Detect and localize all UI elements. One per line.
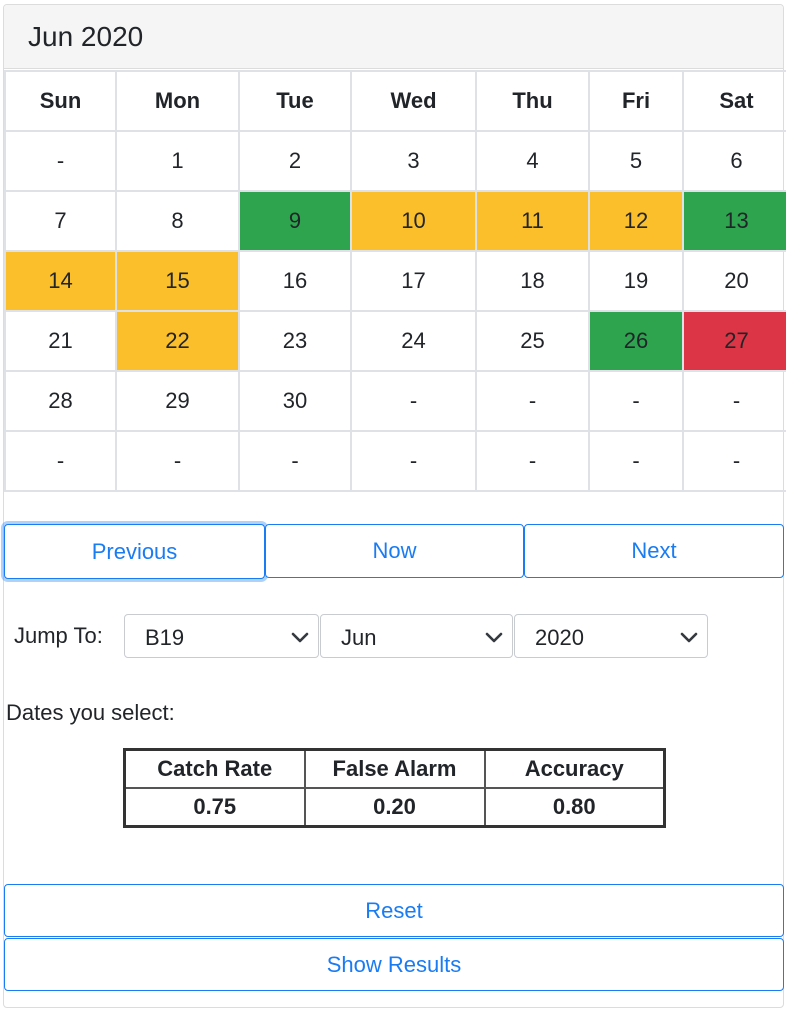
- calendar-day-16[interactable]: 16: [238, 250, 352, 312]
- calendar-day-19[interactable]: 19: [588, 250, 684, 312]
- calendar-day-13[interactable]: 13: [682, 190, 786, 252]
- calendar-day-2[interactable]: 2: [238, 130, 352, 192]
- weekday-mon: Mon: [115, 70, 240, 132]
- calendar-empty-cell: -: [4, 130, 117, 192]
- id-select-value: B19: [145, 625, 185, 650]
- calendar-day-15[interactable]: 15: [115, 250, 240, 312]
- calendar-empty-cell: -: [475, 370, 590, 432]
- calendar-day-8[interactable]: 8: [115, 190, 240, 252]
- calendar-empty-cell: -: [682, 370, 786, 432]
- weekday-fri: Fri: [588, 70, 684, 132]
- calendar-empty-cell: -: [115, 430, 240, 492]
- calendar-week-row: -------: [4, 430, 786, 492]
- accuracy-value: 0.80: [483, 787, 666, 828]
- calendar-day-7[interactable]: 7: [4, 190, 117, 252]
- weekday-sat: Sat: [682, 70, 786, 132]
- calendar-day-5[interactable]: 5: [588, 130, 684, 192]
- calendar-day-30[interactable]: 30: [238, 370, 352, 432]
- year-select[interactable]: 2020: [514, 614, 708, 658]
- calendar-empty-cell: -: [475, 430, 590, 492]
- calendar-day-27[interactable]: 27: [682, 310, 786, 372]
- jump-to-label: Jump To:: [14, 623, 103, 648]
- calendar-empty-cell: -: [682, 430, 786, 492]
- calendar-day-21[interactable]: 21: [4, 310, 117, 372]
- calendar-grid: Sun Mon Tue Wed Thu Fri Sat -1 2 3 4 5 6 7 8 9 10…: [4, 70, 786, 492]
- month-select[interactable]: Jun: [320, 614, 513, 658]
- previous-button[interactable]: Previous: [4, 524, 265, 579]
- calendar-week-row: 28 29 30- - - -: [4, 370, 786, 432]
- chevron-down-icon: [680, 632, 698, 643]
- weekday-sun: Sun: [4, 70, 117, 132]
- calendar-day-23[interactable]: 23: [238, 310, 352, 372]
- dates-select-label: Dates you select:: [6, 700, 175, 725]
- calendar-day-12[interactable]: 12: [588, 190, 684, 252]
- calendar-week-row: 14 15 16 17 18 19 20: [4, 250, 786, 312]
- metrics-header-row: Catch Rate False Alarm Accuracy: [123, 748, 666, 789]
- false-alarm-header: False Alarm: [303, 748, 486, 789]
- calendar-empty-cell: -: [588, 430, 684, 492]
- reset-button[interactable]: Reset: [4, 884, 784, 937]
- calendar-day-26[interactable]: 26: [588, 310, 684, 372]
- calendar-day-14[interactable]: 14: [4, 250, 117, 312]
- calendar-day-4[interactable]: 4: [475, 130, 590, 192]
- calendar-day-22[interactable]: 22: [115, 310, 240, 372]
- calendar-empty-cell: -: [238, 430, 352, 492]
- chevron-down-icon: [485, 632, 503, 643]
- calendar-day-9[interactable]: 9: [238, 190, 352, 252]
- weekday-tue: Tue: [238, 70, 352, 132]
- weekday-thu: Thu: [475, 70, 590, 132]
- id-select[interactable]: B19: [124, 614, 319, 658]
- catch-rate-value: 0.75: [123, 787, 306, 828]
- calendar-empty-cell: -: [350, 430, 477, 492]
- calendar-day-17[interactable]: 17: [350, 250, 477, 312]
- calendar-day-20[interactable]: 20: [682, 250, 786, 312]
- next-button[interactable]: Next: [524, 524, 784, 578]
- catch-rate-header: Catch Rate: [123, 748, 306, 789]
- calendar-week-row: 21 22 23 24 25 26 27: [4, 310, 786, 372]
- calendar-empty-cell: -: [588, 370, 684, 432]
- calendar-day-28[interactable]: 28: [4, 370, 117, 432]
- calendar-day-1[interactable]: 1: [115, 130, 240, 192]
- chevron-down-icon: [291, 632, 309, 643]
- metrics-value-row: 0.75 0.20 0.80: [123, 787, 666, 828]
- calendar-day-29[interactable]: 29: [115, 370, 240, 432]
- calendar-day-24[interactable]: 24: [350, 310, 477, 372]
- month-select-value: Jun: [341, 625, 377, 650]
- calendar-header: Jun 2020: [4, 5, 783, 69]
- calendar-empty-cell: -: [4, 430, 117, 492]
- show-results-button[interactable]: Show Results: [4, 938, 784, 991]
- month-title: Jun 2020: [28, 21, 144, 52]
- now-button[interactable]: Now: [265, 524, 524, 578]
- metrics-table: Catch Rate False Alarm Accuracy 0.75 0.2…: [123, 748, 666, 828]
- false-alarm-value: 0.20: [303, 787, 486, 828]
- calendar-day-25[interactable]: 25: [475, 310, 590, 372]
- weekday-wed: Wed: [350, 70, 477, 132]
- calendar-week-row: 7 8 9 10 11 12 13: [4, 190, 786, 252]
- calendar-day-10[interactable]: 10: [350, 190, 477, 252]
- calendar-day-11[interactable]: 11: [475, 190, 590, 252]
- accuracy-header: Accuracy: [483, 748, 666, 789]
- year-select-value: 2020: [535, 625, 584, 650]
- calendar-day-6[interactable]: 6: [682, 130, 786, 192]
- calendar-day-3[interactable]: 3: [350, 130, 477, 192]
- calendar-day-18[interactable]: 18: [475, 250, 590, 312]
- weekday-row: Sun Mon Tue Wed Thu Fri Sat: [4, 70, 786, 132]
- calendar-empty-cell: -: [350, 370, 477, 432]
